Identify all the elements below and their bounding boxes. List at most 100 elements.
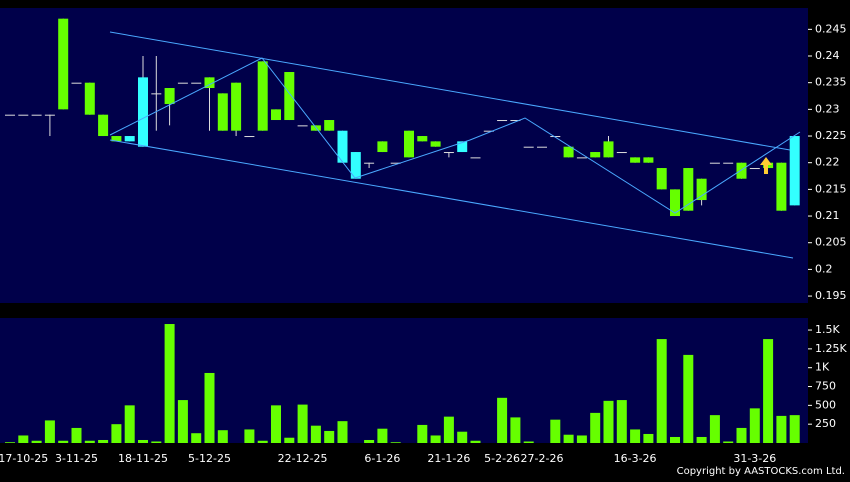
y-tick-label: 500 [815, 398, 836, 411]
candle-body [5, 114, 15, 116]
y-tick-label: 0.235 [815, 76, 847, 89]
candle-body [523, 146, 534, 148]
candle-body [537, 146, 547, 148]
candle-body [643, 157, 654, 163]
volume-bar [709, 415, 720, 443]
x-tick-label: 21-1-26 [427, 452, 470, 465]
x-tick-label: 6-1-26 [364, 452, 400, 465]
x-tick-label: 18-11-25 [118, 452, 168, 465]
candle-body [31, 114, 42, 116]
x-tick-label: 5-2-26 [484, 452, 520, 465]
candle-body [709, 162, 720, 164]
volume-bar [244, 429, 255, 443]
volume-bar [417, 424, 428, 443]
volume-bar [683, 354, 694, 443]
x-tick-label: 27-2-26 [521, 452, 564, 465]
volume-bar [124, 405, 135, 443]
candle-body [191, 82, 202, 84]
volume-bar [643, 433, 654, 443]
y-tick-label: 250 [815, 417, 836, 430]
candle-body [763, 162, 774, 169]
candle-body [164, 88, 175, 105]
trend-lines [109, 31, 801, 259]
x-tick-label: 5-12-25 [188, 452, 231, 465]
volume-bar [271, 405, 281, 443]
volume-bar [616, 400, 627, 443]
volume-bar [364, 439, 375, 443]
candle-body [364, 162, 375, 164]
volume-bar [177, 400, 188, 443]
candle-body [217, 93, 228, 131]
volume-bar [470, 440, 481, 443]
candle-body [84, 82, 95, 115]
x-tick-label: 17-10-25 [0, 452, 48, 465]
volume-bar [284, 437, 295, 443]
candle-body [656, 168, 667, 190]
candle-body [670, 189, 680, 217]
x-tick-label: 16-3-26 [614, 452, 657, 465]
candle-body [138, 77, 148, 147]
candle-body [404, 130, 414, 158]
volume-bar [776, 415, 787, 443]
volume-bar [523, 441, 534, 443]
volume-bar [630, 429, 641, 443]
candle-body [483, 130, 494, 132]
volume-bar [670, 436, 680, 443]
y-tick-label: 0.245 [815, 22, 847, 35]
y-tick-label: 0.205 [815, 236, 847, 249]
candle-body [177, 82, 188, 84]
candle-body [244, 136, 255, 138]
candle-body [789, 136, 800, 206]
y-tick-label: 0.2 [815, 262, 833, 275]
volume-bar [204, 372, 215, 443]
volume-bar [151, 441, 162, 443]
candle-body [284, 72, 295, 121]
volume-bar [310, 425, 321, 443]
candle-body [497, 120, 508, 122]
y-tick-label: 0.22 [815, 156, 840, 169]
volume-bar [563, 434, 574, 443]
volume-bar [723, 441, 734, 443]
candle-body [377, 141, 388, 153]
y-tick-label: 0.23 [815, 102, 840, 115]
volume-bar [510, 417, 521, 443]
y-tick-label: 0.225 [815, 129, 847, 142]
volume-bar [257, 440, 268, 443]
candle-body [749, 168, 760, 170]
candle-body [44, 114, 55, 116]
volume-bar [576, 435, 587, 443]
volume-bar [550, 419, 561, 443]
candle-body [430, 141, 441, 147]
volume-bar [44, 420, 55, 443]
candle-body [111, 136, 122, 142]
volume-bar [31, 440, 42, 443]
y-tick-label: 0.195 [815, 289, 847, 302]
candle-body [736, 162, 747, 179]
volume-bar [111, 424, 122, 443]
candle-body [443, 152, 454, 154]
candle-body [350, 152, 361, 179]
candle-body [58, 18, 69, 110]
volume-bar [656, 339, 667, 443]
candle-body [510, 120, 521, 122]
volume-bar [763, 339, 774, 443]
x-tick-label: 22-12-25 [278, 452, 328, 465]
volume-bar [5, 442, 15, 443]
candle-body [18, 114, 29, 116]
y-tick-label: 750 [815, 380, 836, 393]
y-tick-label: 0.24 [815, 49, 840, 62]
candle-body [550, 136, 561, 138]
x-tick-label: 31-3-26 [733, 452, 776, 465]
candle-body [603, 141, 614, 158]
volume-bar [18, 435, 29, 443]
volume-bar [749, 408, 760, 443]
signal-arrow [760, 157, 772, 174]
volume-bar [443, 416, 454, 443]
volume-bar [337, 421, 348, 443]
y-tick-label: 0.215 [815, 182, 847, 195]
candle-body [98, 114, 109, 137]
candle-body [151, 93, 162, 95]
candle-body [630, 157, 641, 163]
